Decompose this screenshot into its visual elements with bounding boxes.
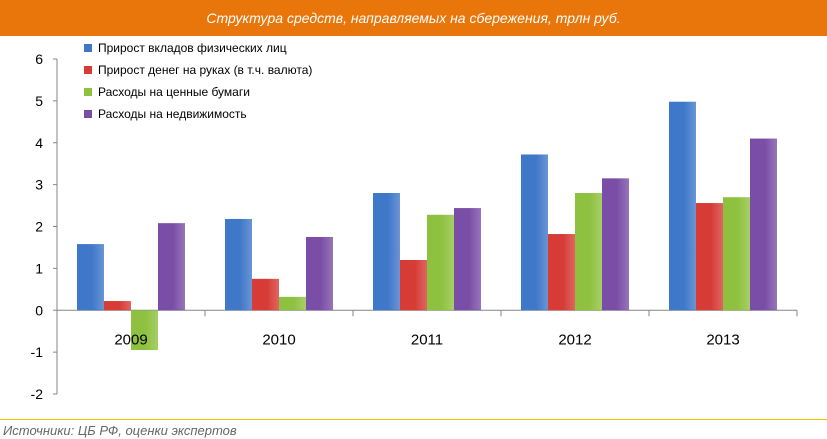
bar-2010-series-3 bbox=[279, 296, 306, 311]
bar-2013-series-2 bbox=[696, 203, 723, 311]
bar-2009-series-4 bbox=[158, 223, 185, 311]
legend-label-series-4: Расходы на недвижимость bbox=[98, 107, 247, 121]
chart-title: Структура средств, направляемых на сбере… bbox=[206, 10, 621, 26]
y-tick-label: 1 bbox=[35, 260, 43, 276]
bar-2010-series-2 bbox=[252, 278, 279, 311]
bar-2009-series-1 bbox=[77, 244, 104, 311]
y-tick-label: 6 bbox=[35, 51, 43, 67]
y-tick-label: 4 bbox=[35, 135, 43, 151]
legend-label-series-1: Прирост вкладов физических лиц bbox=[98, 41, 287, 55]
y-tick-label: 2 bbox=[35, 219, 43, 235]
legend-label-series-2: Прирост денег на руках (в т.ч. валюта) bbox=[98, 63, 312, 77]
chart-title-bar: Структура средств, направляемых на сбере… bbox=[0, 0, 827, 36]
bar-2009-series-3 bbox=[131, 310, 158, 351]
bar-2013-series-3 bbox=[723, 197, 750, 311]
legend-label-series-3: Расходы на ценные бумаги bbox=[98, 85, 250, 99]
bar-chart: -2 -1 0 1 2 3 4 5 6 2009 2010 2011 2012 2013 Прирост в… bbox=[31, 41, 798, 402]
chart-area: -2 -1 0 1 2 3 4 5 6 2009 2010 2011 2012 2013 Прирост в… bbox=[0, 36, 827, 420]
bar-2011-series-4 bbox=[454, 208, 481, 311]
y-tick-label: 3 bbox=[35, 177, 43, 193]
y-tick-label: -2 bbox=[31, 386, 44, 402]
x-category-label: 2009 bbox=[114, 331, 147, 348]
x-category-label: 2010 bbox=[262, 331, 295, 348]
bar-2010-series-4 bbox=[306, 236, 333, 311]
source-note: Источники: ЦБ РФ, оценки экспертов bbox=[3, 423, 237, 438]
x-category-label: 2013 bbox=[706, 331, 739, 348]
x-category-label: 2012 bbox=[558, 331, 591, 348]
y-tick-label: 5 bbox=[35, 93, 43, 109]
bar-2013-series-1 bbox=[669, 101, 696, 311]
bar-2011-series-3 bbox=[427, 214, 454, 311]
bar-2010-series-1 bbox=[225, 218, 252, 311]
bar-2012-series-1 bbox=[521, 154, 548, 311]
x-category-label: 2011 bbox=[411, 331, 443, 348]
source-divider bbox=[0, 419, 827, 420]
y-tick-label: 0 bbox=[35, 302, 43, 318]
bar-2012-series-2 bbox=[548, 234, 575, 311]
bar-2009-series-2 bbox=[104, 301, 131, 311]
legend-swatch-series-1 bbox=[84, 44, 92, 52]
bar-2012-series-4 bbox=[602, 178, 629, 311]
bar-2011-series-1 bbox=[373, 193, 400, 311]
bar-2013-series-4 bbox=[750, 138, 777, 311]
legend-swatch-series-4 bbox=[84, 110, 92, 118]
bar-2012-series-3 bbox=[575, 193, 602, 311]
legend-swatch-series-3 bbox=[84, 88, 92, 96]
legend-swatch-series-2 bbox=[84, 66, 92, 74]
y-tick-label: -1 bbox=[31, 344, 44, 360]
bar-2011-series-2 bbox=[400, 260, 427, 311]
